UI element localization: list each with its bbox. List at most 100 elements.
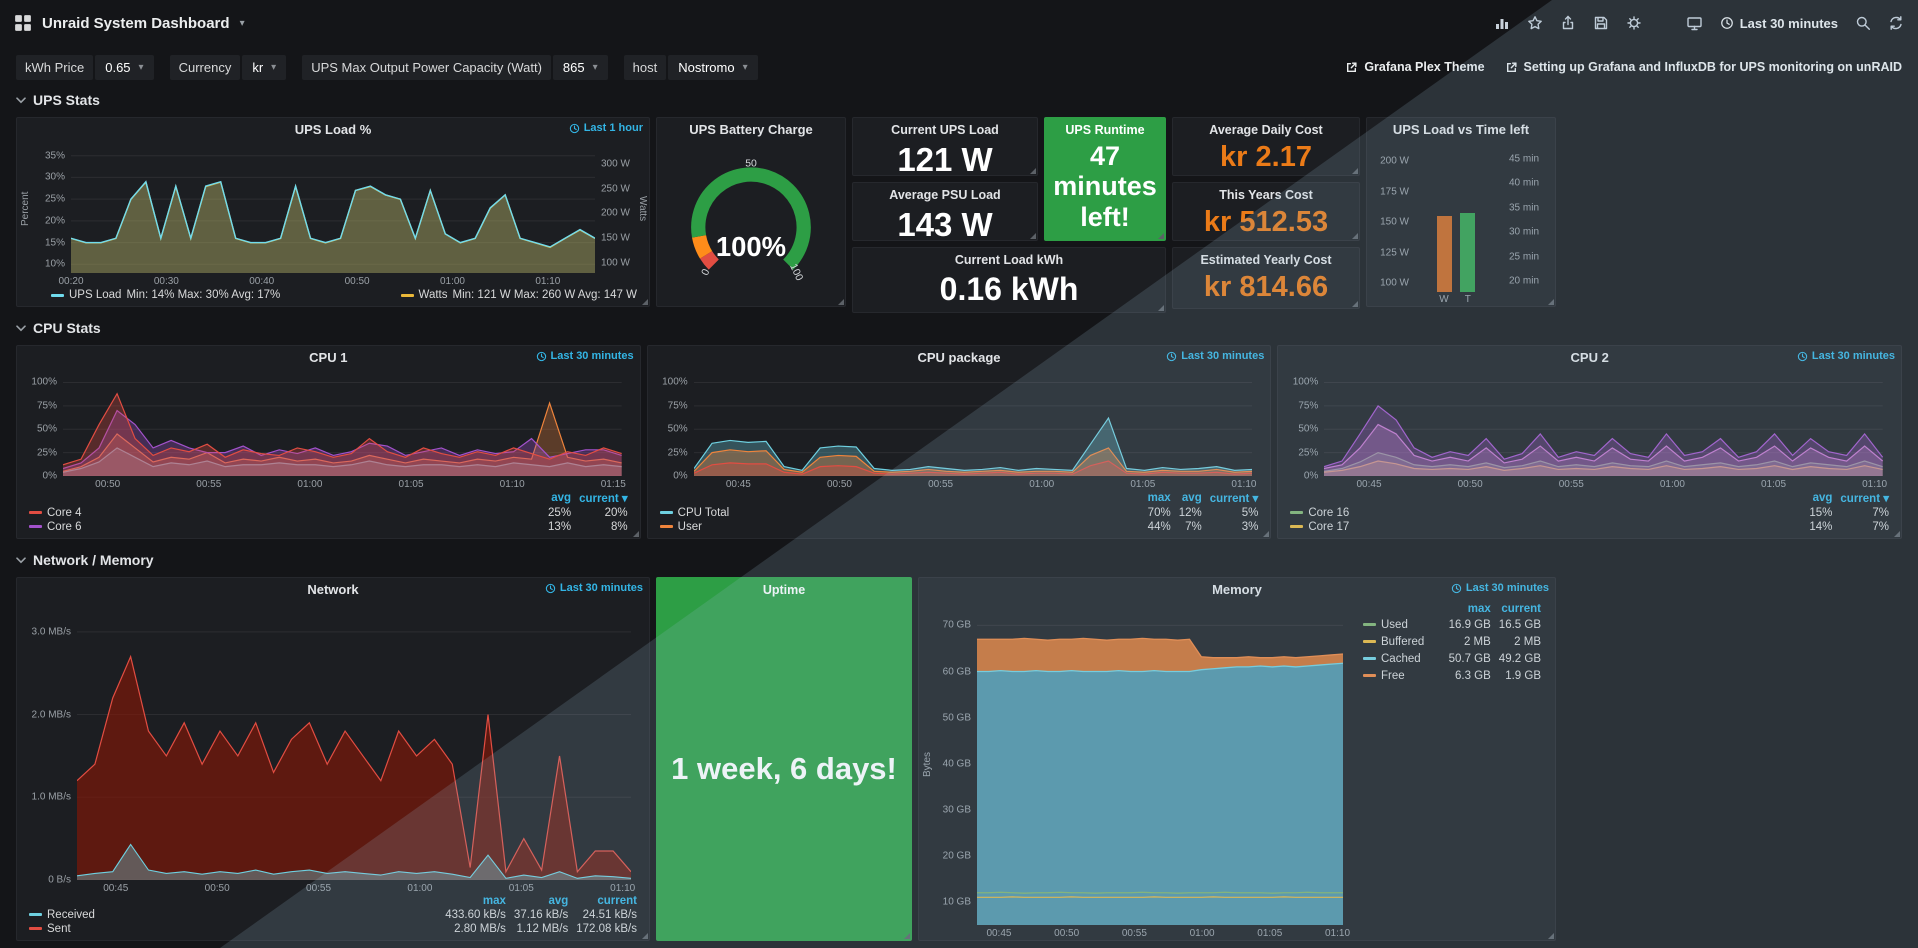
legend-column-header[interactable]: current <box>597 895 637 907</box>
grafana-apps-icon[interactable] <box>14 14 32 32</box>
legend-series-name[interactable]: Watts <box>418 289 448 301</box>
legend-series-name[interactable]: Buffered <box>1359 633 1445 650</box>
legend-series-label[interactable]: User <box>677 521 702 533</box>
legend-item[interactable]: Watts Min: 121 W Max: 260 W Avg: 147 W <box>400 289 637 301</box>
panel-title[interactable]: Average PSU Load <box>889 187 1001 202</box>
legend-series-label[interactable]: CPU Total <box>677 507 730 519</box>
legend-series-name[interactable]: User <box>656 520 1144 534</box>
legend-series-label[interactable]: Core 6 <box>47 521 82 533</box>
panel-title[interactable]: UPS Load % <box>294 122 372 137</box>
zoom-out-icon[interactable] <box>1855 15 1871 31</box>
ups-load-chart[interactable]: 10% 15% 20% 25% 30% 35% 100 W 150 W 200 W 250 W 30… <box>20 143 648 288</box>
var-value-dropdown[interactable]: 865 ▾ <box>552 55 608 80</box>
panel-title[interactable]: Average Daily Cost <box>1209 122 1323 137</box>
dashboard-title[interactable]: Unraid System Dashboard <box>42 14 230 32</box>
legend-series-label[interactable]: Cached <box>1381 652 1421 665</box>
panel-title[interactable]: UPS Load vs Time left <box>1392 122 1530 137</box>
legend-header-spacer <box>1286 491 1805 506</box>
ups-load-vs-time-chart[interactable]: 100 W 125 W 150 W 175 W 200 W 20 min 25 min 30 … <box>1375 143 1549 306</box>
network-legend: max avg current Received 433.60 kB/s 37.16 kB… <box>17 895 649 940</box>
legend-series-name[interactable]: CPU Total <box>656 506 1144 520</box>
legend-column-header[interactable]: avg <box>1812 492 1833 504</box>
panel-time-badge[interactable]: Last 30 minutes <box>536 350 634 362</box>
panel-time-badge[interactable]: Last 1 hour <box>569 122 643 134</box>
panel-time-badge[interactable]: Last 30 minutes <box>1166 350 1264 362</box>
panel-title[interactable]: Memory <box>1212 582 1262 597</box>
share-icon[interactable] <box>1560 15 1576 31</box>
var-value-dropdown[interactable]: 0.65 ▾ <box>95 55 154 80</box>
legend-series-name[interactable]: Core 16 <box>1286 506 1805 520</box>
ups-stat-cluster: Current UPS Load 121 W UPS Runtime 47 mi… <box>852 117 1166 313</box>
legend-series-name[interactable]: UPS Load <box>69 289 122 301</box>
bar-chart-icon[interactable] <box>1494 15 1510 31</box>
battery-gauge[interactable]: 0 50 100 100% <box>657 141 845 306</box>
panel-title[interactable]: CPU 1 <box>309 350 348 365</box>
memory-panel-body: 10 GB 20 GB 30 GB 40 GB 50 GB 60 GB 70 GB 00:45… <box>919 601 1555 940</box>
legend-stat-value: 2 MB <box>1514 635 1541 648</box>
legend-column-header[interactable]: current ▾ <box>1840 493 1889 505</box>
memory-chart[interactable]: 10 GB 20 GB 30 GB 40 GB 50 GB 60 GB 70 GB 00:45… <box>922 603 1355 940</box>
section-header-network-memory[interactable]: Network / Memory <box>16 549 1902 571</box>
star-icon[interactable] <box>1527 15 1543 31</box>
legend-column-header[interactable]: avg <box>548 895 569 907</box>
time-range-label: Last 30 minutes <box>1739 15 1838 31</box>
cpu-package-chart[interactable]: 0% 25% 50% 75% 100% 00:45 00:50 00:55 01:00 01:05… <box>656 371 1265 491</box>
save-icon[interactable] <box>1593 15 1609 31</box>
panel-title[interactable]: Uptime <box>762 582 806 597</box>
link-grafana-influxdb-guide[interactable]: Setting up Grafana and InfluxDB for UPS … <box>1505 60 1902 74</box>
legend-column-header[interactable]: current <box>1501 603 1541 615</box>
legend-series-label[interactable]: Sent <box>47 923 71 935</box>
legend-column-header[interactable]: avg <box>551 492 572 504</box>
cpu2-chart[interactable]: 0% 25% 50% 75% 100% 00:45 00:50 00:55 01:00 01:05… <box>1286 371 1895 491</box>
settings-gear-icon[interactable] <box>1626 15 1642 31</box>
panel-title[interactable]: Estimated Yearly Cost <box>1200 252 1332 267</box>
cpu1-chart[interactable]: 0% 25% 50% 75% 100% 00:50 00:55 01:00 01:05 01:10… <box>25 371 634 491</box>
legend-series-label[interactable]: Free <box>1381 669 1405 682</box>
section-header-ups-stats[interactable]: UPS Stats <box>16 89 1902 111</box>
panel-title[interactable]: UPS Battery Charge <box>689 122 813 137</box>
clock-icon <box>1720 17 1733 29</box>
legend-series-label[interactable]: Core 16 <box>1308 507 1350 519</box>
refresh-icon[interactable] <box>1888 15 1904 31</box>
panel-time-badge[interactable]: Last 30 minutes <box>1797 350 1895 362</box>
legend-column-header[interactable]: avg <box>1181 492 1202 504</box>
legend-series-name[interactable]: Sent <box>25 922 441 936</box>
panel-title[interactable]: Network <box>307 582 359 597</box>
legend-item[interactable]: UPS Load Min: 14% Max: 30% Avg: 17% <box>51 289 280 301</box>
legend-column-header[interactable]: max <box>1147 492 1171 504</box>
panel-time-badge[interactable]: Last 30 minutes <box>1451 582 1549 594</box>
panel-time-badge[interactable]: Last 30 minutes <box>545 582 643 594</box>
legend-series-label[interactable]: Core 4 <box>47 507 82 519</box>
axis-tick-label: 01:10 <box>1862 479 1888 490</box>
legend-column-header[interactable]: max <box>482 895 506 907</box>
legend-column-header[interactable]: max <box>1467 603 1491 615</box>
network-chart[interactable]: 0 B/s 1.0 MB/s 2.0 MB/s 3.0 MB/s 00:45 00:50 0… <box>25 603 643 895</box>
legend-series-label[interactable]: Buffered <box>1381 635 1425 648</box>
axis-tick-label: 00:45 <box>1356 479 1382 490</box>
tv-kiosk-icon[interactable] <box>1686 15 1703 31</box>
legend-series-name[interactable]: Free <box>1359 667 1445 684</box>
section-header-cpu-stats[interactable]: CPU Stats <box>16 317 1902 339</box>
title-caret-icon[interactable]: ▾ <box>239 17 245 29</box>
panel-title[interactable]: UPS Runtime <box>1065 122 1145 137</box>
legend-series-name[interactable]: Used <box>1359 616 1445 633</box>
var-value-dropdown[interactable]: kr ▾ <box>242 55 287 80</box>
time-range-picker[interactable]: Last 30 minutes <box>1720 16 1838 31</box>
legend-series-name[interactable]: Received <box>25 908 441 922</box>
panel-title[interactable]: This Years Cost <box>1219 187 1313 202</box>
panel-title[interactable]: Current UPS Load <box>891 122 999 137</box>
legend-series-label[interactable]: Core 17 <box>1308 521 1350 533</box>
panel-title[interactable]: Current Load kWh <box>954 252 1064 267</box>
legend-series-name[interactable]: Core 4 <box>25 506 544 520</box>
var-value-dropdown[interactable]: Nostromo ▾ <box>668 55 758 80</box>
legend-series-name[interactable]: Core 6 <box>25 520 544 534</box>
legend-series-name[interactable]: Core 17 <box>1286 520 1805 534</box>
panel-title[interactable]: CPU package <box>917 350 1001 365</box>
legend-series-name[interactable]: Cached <box>1359 650 1445 667</box>
legend-series-label[interactable]: Used <box>1381 618 1408 631</box>
panel-title[interactable]: CPU 2 <box>1570 350 1609 365</box>
legend-series-label[interactable]: Received <box>47 909 95 921</box>
legend-column-header[interactable]: current ▾ <box>579 493 628 505</box>
legend-column-header[interactable]: current ▾ <box>1209 493 1259 505</box>
link-grafana-plex-theme[interactable]: Grafana Plex Theme <box>1345 60 1485 74</box>
